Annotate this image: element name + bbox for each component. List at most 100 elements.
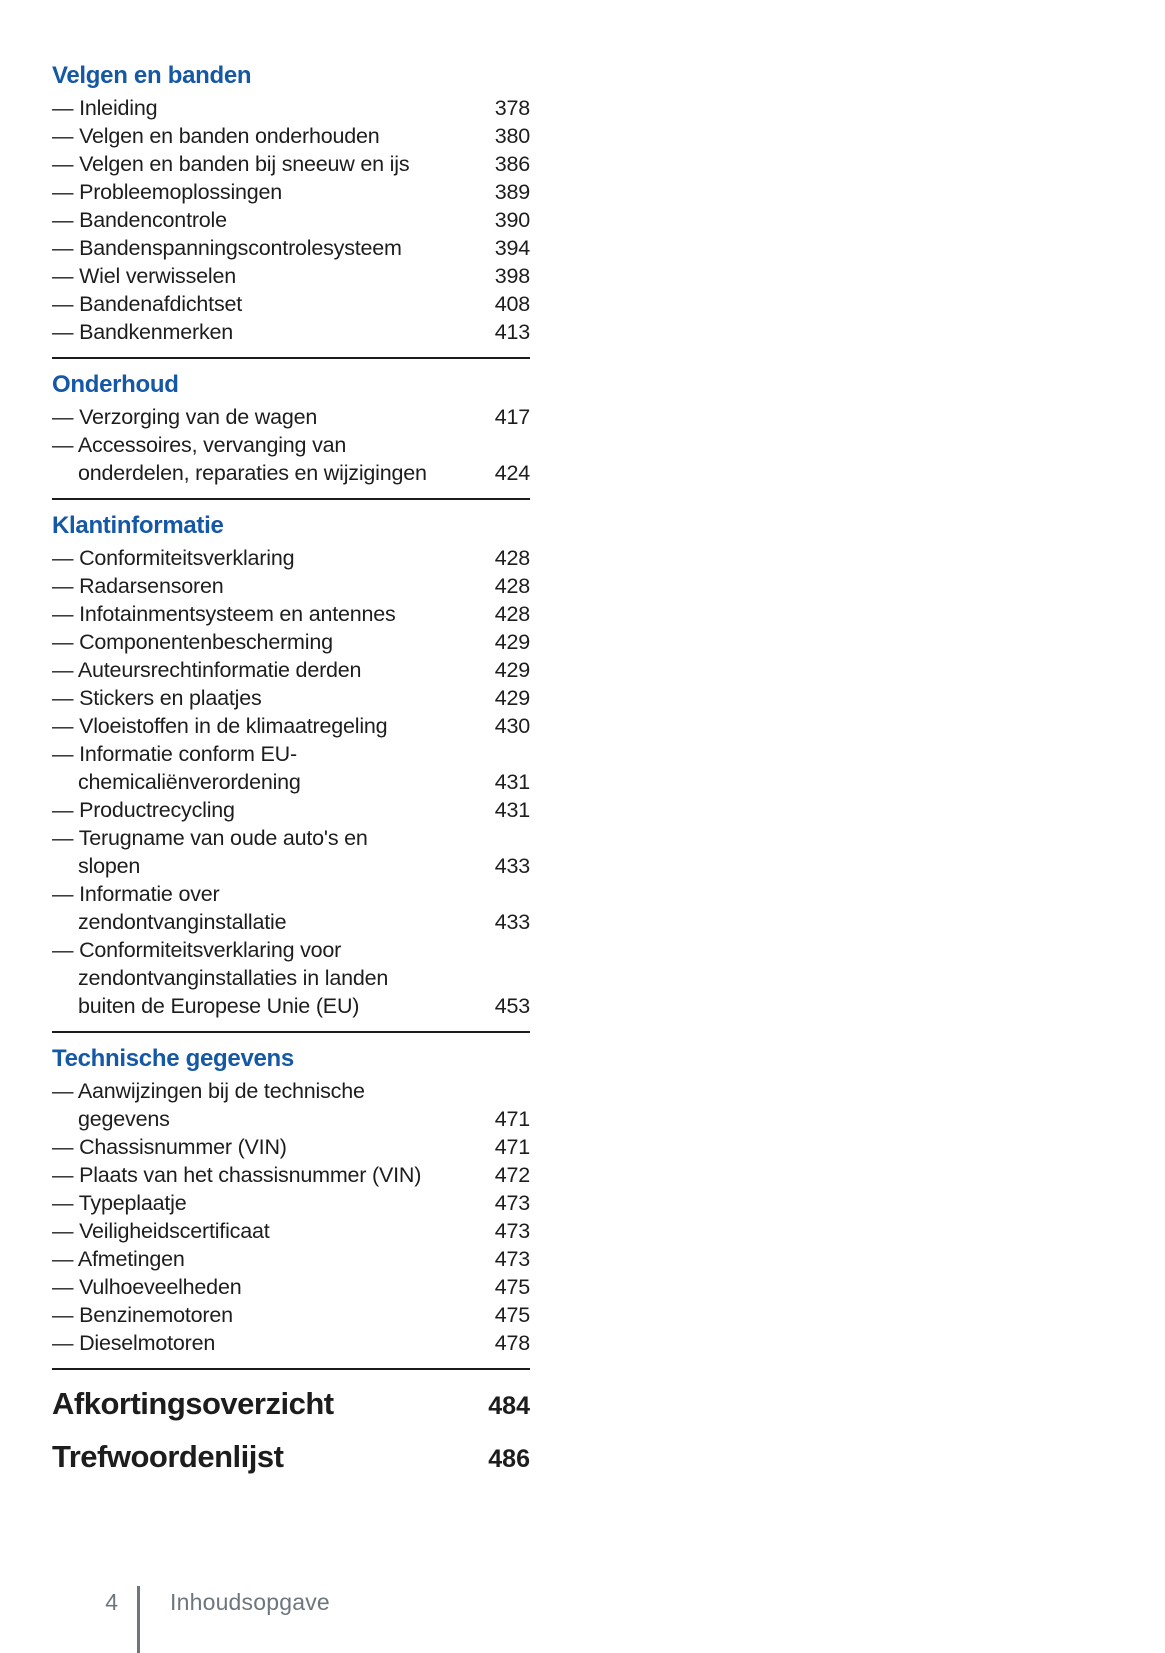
toc-item-text: Chassisnummer (VIN) bbox=[79, 1135, 287, 1159]
dash-bullet: — bbox=[52, 574, 80, 598]
toc-item-label: — Aanwijzingen bij de technische gegeven… bbox=[52, 1077, 480, 1133]
toc-item-label: — Radarsensoren bbox=[52, 572, 480, 600]
dash-bullet: — bbox=[52, 630, 80, 654]
dash-bullet: — bbox=[52, 658, 78, 682]
toc-item: — Verzorging van de wagen 417 bbox=[52, 403, 530, 431]
toc-item-page: 472 bbox=[494, 1163, 530, 1187]
dash-bullet: — bbox=[52, 208, 80, 232]
toc-major-entry-trefwoordenlijst: Trefwoordenlijst 486 bbox=[52, 1438, 530, 1476]
section-divider bbox=[52, 498, 530, 500]
toc-item-text: Plaats van het chassisnummer (VIN) bbox=[79, 1163, 422, 1187]
toc-item: — Veiligheidscertificaat 473 bbox=[52, 1217, 530, 1245]
toc-item-text: Veiligheidscertificaat bbox=[79, 1219, 270, 1243]
toc-item: — Velgen en banden bij sneeuw en ijs 386 bbox=[52, 150, 530, 178]
toc-item: — Conformiteitsverklaring voor zendontva… bbox=[52, 936, 530, 1020]
toc-item-label: — Inleiding bbox=[52, 94, 480, 122]
toc-item-text: Conformiteitsverklaring voor zendontvang… bbox=[78, 938, 389, 1018]
toc-item-label: — Informatie conform EU- chemicaliënvero… bbox=[52, 740, 480, 796]
toc-major-entry-afkortingsoverzicht: Afkortingsoverzicht 484 bbox=[52, 1385, 530, 1423]
toc-item-page: 389 bbox=[494, 180, 530, 204]
toc-item-label: — Conformiteitsverklaring bbox=[52, 544, 480, 572]
section-divider bbox=[52, 1368, 530, 1370]
dash-bullet: — bbox=[52, 602, 80, 626]
toc-item-page: 433 bbox=[494, 854, 530, 878]
toc-item-page: 390 bbox=[494, 208, 530, 232]
toc-item-label: — Bandenafdichtset bbox=[52, 290, 480, 318]
toc-item-page: 394 bbox=[494, 236, 530, 260]
toc-item-label: — Plaats van het chassisnummer (VIN) bbox=[52, 1161, 480, 1189]
toc-item: — Bandkenmerken 413 bbox=[52, 318, 530, 346]
dash-bullet: — bbox=[52, 882, 80, 906]
toc-item-text: Conformiteitsverklaring bbox=[79, 546, 295, 570]
toc-item-page: 478 bbox=[494, 1331, 530, 1355]
toc-item-page: 429 bbox=[494, 686, 530, 710]
dash-bullet: — bbox=[52, 714, 80, 738]
toc-item-label: — Vulhoeveelheden bbox=[52, 1273, 480, 1301]
toc-item-label: — Accessoires, vervanging van onderdelen… bbox=[52, 431, 480, 487]
toc-item: — Informatie over zendontvanginstallatie… bbox=[52, 880, 530, 936]
toc-section: Velgen en banden — Inleiding 378— Velgen e… bbox=[52, 62, 530, 359]
toc-item-text: Infotainmentsysteem en antennes bbox=[79, 602, 396, 626]
toc-item-page: 430 bbox=[494, 714, 530, 738]
toc-item-page: 386 bbox=[494, 152, 530, 176]
section-divider bbox=[52, 357, 530, 359]
toc-item-page: 473 bbox=[494, 1247, 530, 1271]
major-entry-page: 486 bbox=[488, 1445, 530, 1473]
toc-item-label: — Bandenspanningscontrolesysteem bbox=[52, 234, 480, 262]
toc-item-text: Aanwijzingen bij de technische gegevens bbox=[77, 1079, 365, 1131]
toc-item-text: Vloeistoffen in de klimaatregeling bbox=[79, 714, 388, 738]
dash-bullet: — bbox=[52, 264, 80, 288]
dash-bullet: — bbox=[52, 180, 80, 204]
toc-item: — Vulhoeveelheden 475 bbox=[52, 1273, 530, 1301]
section-title: Klantinformatie bbox=[52, 512, 224, 539]
toc-item-label: — Wiel verwisselen bbox=[52, 262, 480, 290]
major-entry-page: 484 bbox=[488, 1392, 530, 1420]
section-title: Technische gegevens bbox=[52, 1045, 294, 1072]
major-entry-label: Trefwoordenlijst bbox=[52, 1439, 284, 1474]
major-entry-label: Afkortingsoverzicht bbox=[52, 1386, 334, 1421]
toc-item-text: Benzinemotoren bbox=[79, 1303, 233, 1327]
toc-item: — Benzinemotoren 475 bbox=[52, 1301, 530, 1329]
toc-item-page: 428 bbox=[494, 574, 530, 598]
toc-item-label: — Velgen en banden bij sneeuw en ijs bbox=[52, 150, 480, 178]
toc-item-page: 431 bbox=[494, 798, 530, 822]
toc-item-page: 475 bbox=[494, 1303, 530, 1327]
dash-bullet: — bbox=[52, 826, 79, 850]
toc-item-text: Stickers en plaatjes bbox=[79, 686, 262, 710]
toc-item-page: 471 bbox=[494, 1107, 530, 1131]
toc-item: — Bandenafdichtset 408 bbox=[52, 290, 530, 318]
toc-item-page: 429 bbox=[494, 630, 530, 654]
toc-item-text: Terugname van oude auto's en slopen bbox=[78, 826, 368, 878]
footer-page-number: 4 bbox=[105, 1589, 118, 1615]
dash-bullet: — bbox=[52, 938, 80, 962]
dash-bullet: — bbox=[52, 686, 80, 710]
dash-bullet: — bbox=[52, 124, 80, 148]
toc-item-label: — Typeplaatje bbox=[52, 1189, 480, 1217]
toc-item: — Typeplaatje 473 bbox=[52, 1189, 530, 1217]
toc-item-text: Informatie conform EU- chemicaliënverord… bbox=[78, 742, 301, 794]
toc-item-text: Radarsensoren bbox=[79, 574, 224, 598]
toc-item-label: — Bandencontrole bbox=[52, 206, 480, 234]
toc-item-text: Bandkenmerken bbox=[79, 320, 234, 344]
toc-item-page: 471 bbox=[494, 1135, 530, 1159]
toc-section: Onderhoud — Verzorging van de wagen 417 — A… bbox=[52, 371, 530, 500]
toc-item-label: — Verzorging van de wagen bbox=[52, 403, 480, 431]
toc-item-page: 380 bbox=[494, 124, 530, 148]
toc-item: — Bandenspanningscontrolesysteem 394 bbox=[52, 234, 530, 262]
toc-item-label: — Infotainmentsysteem en antennes bbox=[52, 600, 480, 628]
toc-item-text: Componentenbescherming bbox=[79, 630, 333, 654]
footer-section-label: Inhoudsopgave bbox=[170, 1589, 330, 1615]
toc-item: — Infotainmentsysteem en antennes 428 bbox=[52, 600, 530, 628]
toc-item: — Conformiteitsverklaring 428 bbox=[52, 544, 530, 572]
toc-item-text: Productrecycling bbox=[79, 798, 235, 822]
toc-item-label: — Bandkenmerken bbox=[52, 318, 480, 346]
toc-item: — Productrecycling 431 bbox=[52, 796, 530, 824]
toc-item: — Afmetingen 473 bbox=[52, 1245, 530, 1273]
dash-bullet: — bbox=[52, 742, 80, 766]
toc-item-page: 378 bbox=[494, 96, 530, 120]
toc-item-label: — Componentenbescherming bbox=[52, 628, 480, 656]
toc-item: — Chassisnummer (VIN) 471 bbox=[52, 1133, 530, 1161]
toc-item-text: Accessoires, vervanging van onderdelen, … bbox=[77, 433, 427, 485]
toc-item-page: 428 bbox=[494, 602, 530, 626]
toc-item-label: — Auteursrechtinformatie derden bbox=[52, 656, 480, 684]
